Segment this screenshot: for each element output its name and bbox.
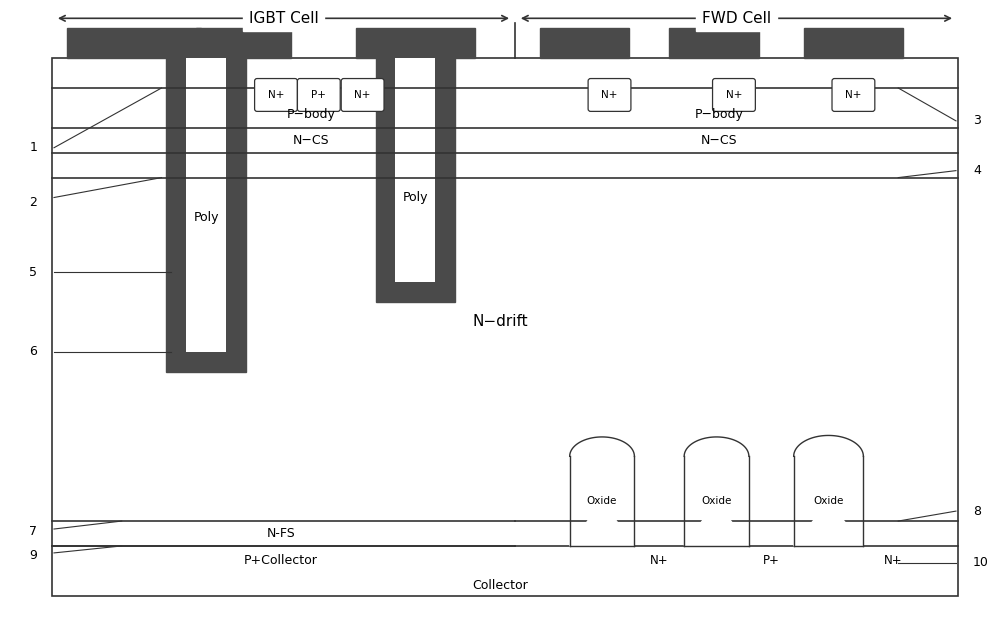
Text: N−CS: N−CS bbox=[293, 134, 329, 147]
Bar bbox=[67, 28, 201, 58]
Text: 8: 8 bbox=[973, 504, 981, 518]
Text: N+: N+ bbox=[354, 90, 371, 100]
FancyBboxPatch shape bbox=[255, 78, 297, 111]
Text: Poly: Poly bbox=[403, 191, 428, 204]
Text: N+: N+ bbox=[726, 90, 742, 100]
Text: N+: N+ bbox=[650, 554, 669, 567]
Text: 1: 1 bbox=[29, 141, 37, 154]
Bar bbox=[356, 28, 475, 58]
FancyBboxPatch shape bbox=[713, 78, 755, 111]
Bar bbox=[395, 58, 435, 282]
Text: 3: 3 bbox=[973, 114, 981, 128]
Text: N−drift: N−drift bbox=[472, 315, 528, 330]
Text: IGBT Cell: IGBT Cell bbox=[249, 11, 318, 26]
Text: P+: P+ bbox=[763, 554, 780, 567]
Text: P+: P+ bbox=[311, 90, 326, 100]
Bar bbox=[376, 58, 455, 302]
Text: 4: 4 bbox=[973, 164, 981, 177]
Text: 10: 10 bbox=[973, 556, 989, 569]
Bar bbox=[186, 58, 226, 352]
FancyBboxPatch shape bbox=[588, 78, 631, 111]
Polygon shape bbox=[684, 437, 749, 546]
Text: 5: 5 bbox=[29, 266, 37, 279]
FancyBboxPatch shape bbox=[297, 78, 340, 111]
Text: Oxide: Oxide bbox=[587, 496, 617, 506]
FancyBboxPatch shape bbox=[832, 78, 875, 111]
Text: 9: 9 bbox=[29, 549, 37, 562]
Bar bbox=[196, 28, 291, 58]
Text: N−CS: N−CS bbox=[701, 134, 737, 147]
Text: N+: N+ bbox=[845, 90, 862, 100]
Text: N+: N+ bbox=[884, 554, 903, 567]
Text: 6: 6 bbox=[29, 345, 37, 358]
Bar bbox=[669, 28, 759, 58]
Text: Poly: Poly bbox=[194, 211, 219, 224]
Bar bbox=[166, 58, 246, 372]
FancyBboxPatch shape bbox=[341, 78, 384, 111]
Text: Oxide: Oxide bbox=[813, 496, 844, 506]
Bar bbox=[52, 58, 958, 596]
Text: P−body: P−body bbox=[695, 108, 743, 121]
Polygon shape bbox=[570, 437, 634, 546]
Polygon shape bbox=[794, 435, 863, 546]
Text: P+Collector: P+Collector bbox=[244, 554, 318, 567]
Text: Oxide: Oxide bbox=[701, 496, 732, 506]
Bar bbox=[804, 28, 903, 58]
Text: 2: 2 bbox=[29, 196, 37, 209]
Text: Collector: Collector bbox=[472, 579, 528, 592]
Text: N+: N+ bbox=[601, 90, 618, 100]
Text: 7: 7 bbox=[29, 524, 37, 537]
Text: FWD Cell: FWD Cell bbox=[702, 11, 771, 26]
Bar bbox=[540, 28, 629, 58]
Text: N-FS: N-FS bbox=[267, 527, 295, 540]
Text: N+: N+ bbox=[268, 90, 284, 100]
Text: P−body: P−body bbox=[286, 108, 335, 121]
